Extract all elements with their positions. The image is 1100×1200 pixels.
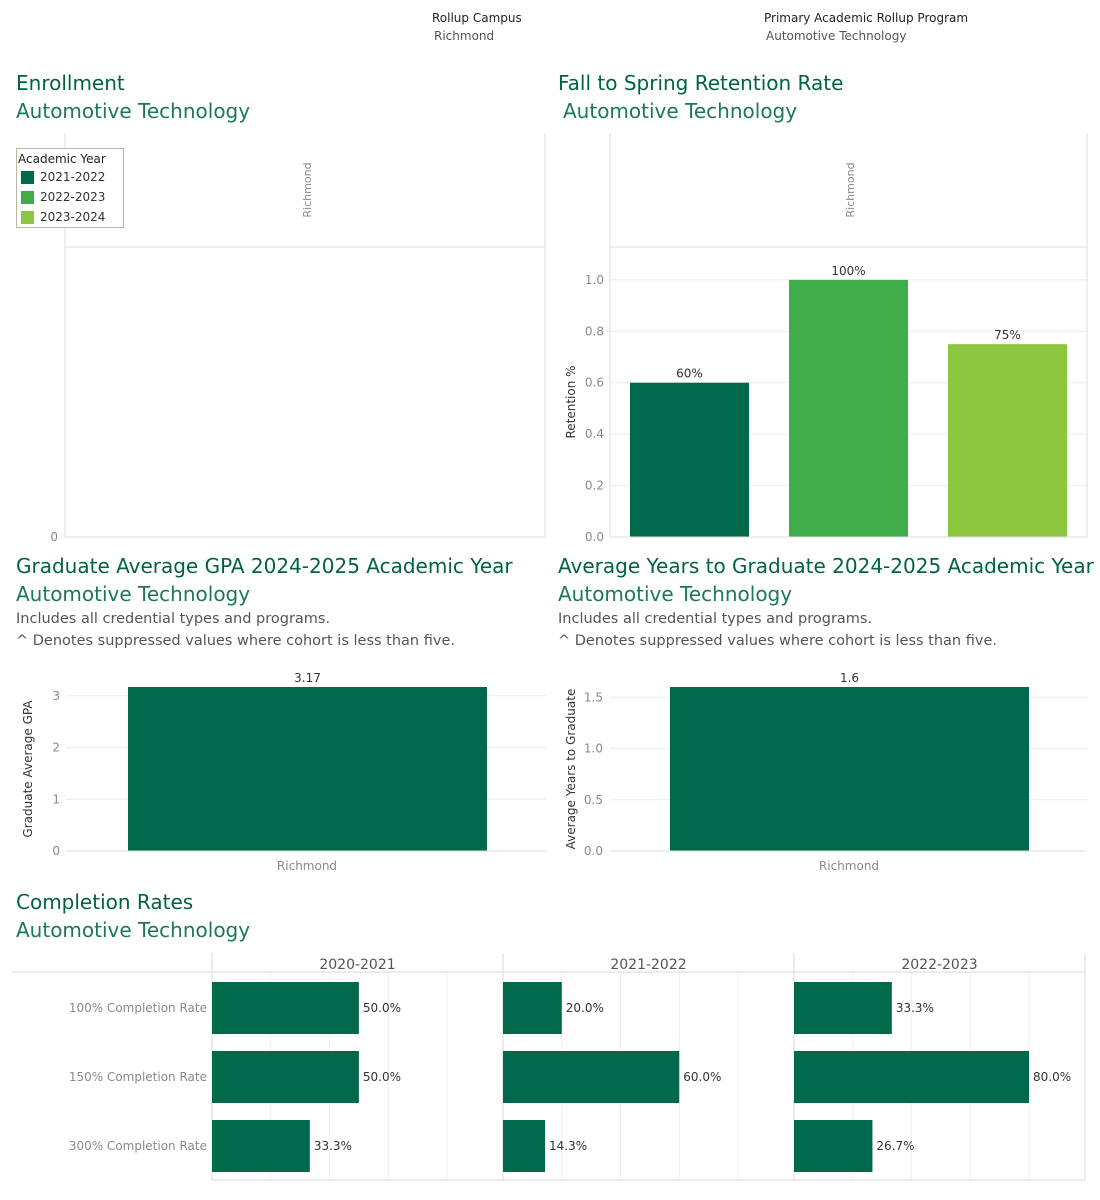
- bar: [794, 1051, 1029, 1103]
- bar: [503, 1120, 546, 1172]
- gpa-subtitle: Automotive Technology: [16, 582, 251, 606]
- legend-swatch: [21, 191, 34, 204]
- y-tick-label: 3: [52, 689, 60, 703]
- program-filter-value[interactable]: Automotive Technology: [766, 29, 907, 43]
- completion-rates-chart: 2020-2021 50.0% 50.0% 33.3% 2021-2022 20.0% 60…: [12, 953, 1086, 1181]
- data-label: 20.0%: [566, 1001, 604, 1015]
- years-to-graduate-chart: 0.0 0.5 1.0 1.5 Average Years to Graduate 1.6…: [564, 671, 1087, 873]
- y-tick-label: 1.5: [584, 690, 603, 704]
- data-label: 80.0%: [1033, 1070, 1071, 1084]
- y-tick-label: 0: [52, 844, 60, 858]
- bar: [670, 687, 1029, 851]
- y-tick-label: 0.5: [584, 793, 603, 807]
- data-label: 50.0%: [363, 1001, 401, 1015]
- retention-title: Fall to Spring Retention Rate: [558, 71, 844, 95]
- gpa-note-suppressed: ^ Denotes suppressed values where cohort…: [16, 633, 455, 649]
- completion-subtitle: Automotive Technology: [16, 918, 251, 942]
- data-label: 14.3%: [549, 1139, 587, 1153]
- legend-swatch: [21, 171, 34, 184]
- column-header: 2022-2023: [901, 957, 977, 973]
- row-label: 300% Completion Rate: [69, 1139, 207, 1153]
- gpa-chart: 0 1 2 3 Graduate Average GPA 3.17 Richmond: [21, 671, 546, 873]
- data-label: 60%: [676, 367, 703, 381]
- years-title: Average Years to Graduate 2024-2025 Acad…: [558, 554, 1094, 578]
- y-tick-label: 0.4: [585, 427, 604, 441]
- enrollment-legend: Academic Year 2021-2022 2022-2023 2023-2…: [16, 148, 124, 228]
- completion-title: Completion Rates: [16, 890, 194, 914]
- bar: [503, 982, 562, 1034]
- y-axis-label: Graduate Average GPA: [21, 700, 35, 838]
- legend-label: 2022-2023: [40, 190, 106, 204]
- legend-label: 2023-2024: [40, 210, 106, 224]
- retention-chart: 0.0 0.2 0.4 0.6 0.8 1.0 Retention % Richmond 60%…: [564, 133, 1088, 544]
- data-label: 33.3%: [896, 1001, 934, 1015]
- column-header: 2021-2022: [610, 957, 686, 973]
- y-axis-label: Average Years to Graduate: [564, 689, 578, 850]
- campus-filter-value[interactable]: Richmond: [434, 29, 495, 43]
- column-header: 2020-2021: [319, 957, 395, 973]
- bar: [789, 279, 908, 537]
- data-label: 3.17: [294, 671, 321, 685]
- y-tick-label: 0.0: [584, 844, 603, 858]
- y-tick-label: 1.0: [584, 742, 603, 756]
- bar: [794, 982, 892, 1034]
- data-label: 60.0%: [683, 1070, 721, 1084]
- data-label: 100%: [831, 264, 865, 278]
- y-tick-label: 0.2: [585, 479, 604, 493]
- row-label: 150% Completion Rate: [69, 1070, 207, 1084]
- bar: [212, 982, 359, 1034]
- data-label: 1.6: [840, 671, 859, 685]
- y-tick-label: 0.8: [585, 324, 604, 338]
- data-label: 50.0%: [363, 1070, 401, 1084]
- bar: [630, 382, 749, 537]
- row-label: 100% Completion Rate: [69, 1001, 207, 1015]
- pane-header-label: Richmond: [844, 162, 857, 217]
- gpa-note-credentials: Includes all credential types and progra…: [16, 611, 331, 627]
- enrollment-title: Enrollment: [16, 71, 125, 95]
- legend-title: Academic Year: [18, 152, 106, 166]
- bar: [503, 1051, 680, 1103]
- pane-header-label: Richmond: [301, 162, 314, 217]
- y-tick-label: 0.6: [585, 376, 604, 390]
- bar: [128, 687, 487, 851]
- years-note-suppressed: ^ Denotes suppressed values where cohort…: [558, 633, 997, 649]
- y-tick-label: 0: [50, 530, 58, 544]
- data-label: 26.7%: [876, 1139, 914, 1153]
- y-tick-label: 1.0: [585, 273, 604, 287]
- retention-subtitle: Automotive Technology: [563, 99, 798, 123]
- years-subtitle: Automotive Technology: [558, 582, 793, 606]
- x-category-label: Richmond: [819, 859, 879, 873]
- bar: [794, 1120, 873, 1172]
- program-filter-label: Primary Academic Rollup Program: [764, 11, 969, 25]
- campus-filter-label: Rollup Campus: [432, 11, 522, 25]
- y-tick-label: 2: [52, 741, 60, 755]
- data-label: 75%: [994, 328, 1021, 342]
- bar: [948, 344, 1067, 537]
- x-category-label: Richmond: [277, 859, 337, 873]
- bar: [212, 1120, 310, 1172]
- y-axis-label: Retention %: [564, 365, 578, 438]
- legend-label: 2021-2022: [40, 170, 106, 184]
- data-label: 33.3%: [314, 1139, 352, 1153]
- legend-swatch: [21, 211, 34, 224]
- y-tick-label: 1: [52, 792, 60, 806]
- y-tick-label: 0.0: [585, 530, 604, 544]
- enrollment-chart: 0102030HeadcountRichmond292834: [50, 133, 546, 544]
- bar: [212, 1051, 359, 1103]
- enrollment-subtitle: Automotive Technology: [16, 99, 251, 123]
- years-note-credentials: Includes all credential types and progra…: [558, 611, 873, 627]
- gpa-title: Graduate Average GPA 2024-2025 Academic …: [16, 554, 513, 578]
